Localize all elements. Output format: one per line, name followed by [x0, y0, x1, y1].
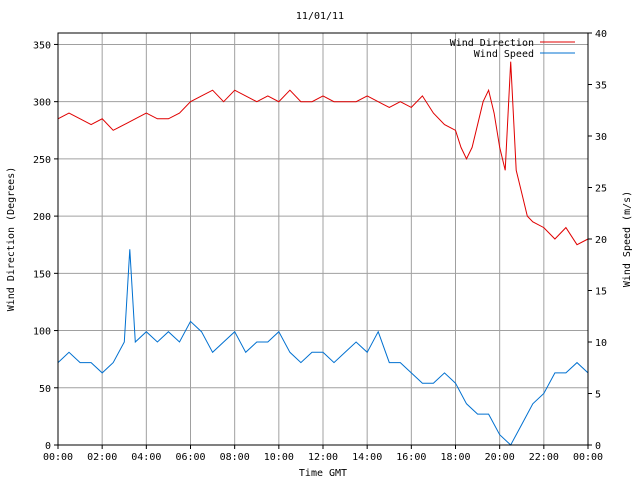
- y-right-tick-label: 35: [595, 81, 607, 92]
- series-layer: [57, 61, 589, 446]
- y-left-tick-label: 200: [33, 212, 51, 223]
- x-tick-label: 16:00: [396, 452, 426, 463]
- legend-label-wind-speed: Wind Speed: [474, 49, 534, 60]
- y-left-tick-label: 150: [33, 269, 51, 280]
- y-right-tick-label: 20: [595, 235, 607, 246]
- x-tick-label: 08:00: [220, 452, 250, 463]
- y-left-tick-label: 300: [33, 98, 51, 109]
- grid-lines: [57, 33, 589, 446]
- y-axis-left-label: Wind Direction (Degrees): [6, 167, 17, 312]
- legend: Wind Direction Wind Speed: [450, 38, 575, 60]
- series-line-wind-direction: [57, 61, 589, 246]
- x-tick-label: 20:00: [485, 452, 515, 463]
- y-left-tick-label: 350: [33, 40, 51, 51]
- x-tick-label: 12:00: [308, 452, 338, 463]
- y-right-tick-label: 15: [595, 287, 607, 298]
- series-line-wind-speed: [57, 249, 589, 446]
- x-tick-label: 18:00: [440, 452, 470, 463]
- y-right-tick-label: 5: [595, 390, 601, 401]
- x-tick-label: 14:00: [352, 452, 382, 463]
- y-right-tick-label: 25: [595, 184, 607, 195]
- y-left-tick-label: 50: [39, 384, 51, 395]
- y-right-tick-label: 30: [595, 132, 607, 143]
- x-tick-label: 00:00: [43, 452, 73, 463]
- x-tick-label: 10:00: [264, 452, 294, 463]
- y-right-tick-label: 10: [595, 338, 607, 349]
- y-axis-right-label: Wind Speed (m/s): [622, 191, 633, 287]
- axis-ticks: 00:00 02:00 04:00 06:00 08:00 10:00 12:00 14:00…: [33, 29, 607, 463]
- x-axis-label: Time GMT: [299, 468, 347, 479]
- x-tick-label: 04:00: [131, 452, 161, 463]
- y-right-tick-label: 40: [595, 29, 607, 40]
- x-tick-label: 02:00: [87, 452, 117, 463]
- x-tick-label: 22:00: [529, 452, 559, 463]
- legend-label-wind-direction: Wind Direction: [450, 38, 534, 49]
- y-left-tick-label: 0: [45, 441, 51, 452]
- x-tick-label: 06:00: [175, 452, 205, 463]
- chart-title: 11/01/11: [296, 11, 344, 22]
- y-left-tick-label: 100: [33, 327, 51, 338]
- y-right-tick-label: 0: [595, 441, 601, 452]
- y-left-tick-label: 250: [33, 155, 51, 166]
- x-tick-label: 00:00: [573, 452, 603, 463]
